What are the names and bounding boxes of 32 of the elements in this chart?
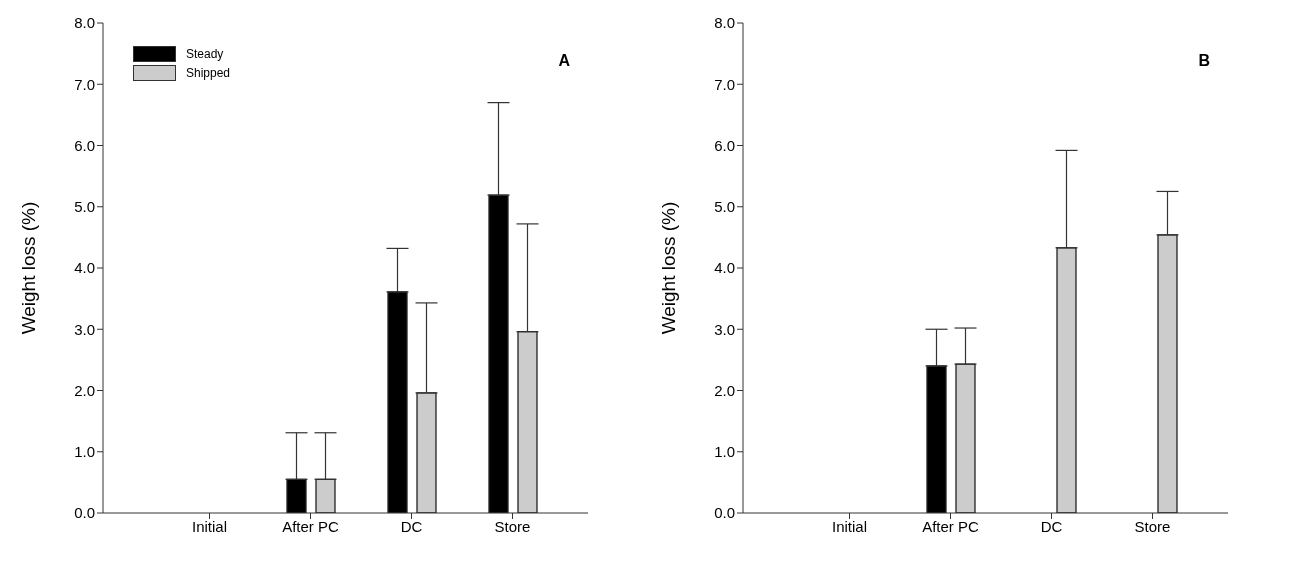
annotation: B [1198, 52, 1210, 70]
y-tick-label: 0.0 [74, 504, 95, 522]
x-tick-label: Initial [191, 517, 228, 535]
x-tick-label: After PC [922, 517, 980, 535]
y-axis-title: Weight loss (%) [17, 201, 39, 335]
y-tick-label: 6.0 [714, 136, 735, 154]
x-tick-label: DC [1040, 517, 1063, 535]
y-tick-label: 4.0 [714, 259, 735, 277]
x-tick-label: Store [494, 517, 531, 535]
y-tick-label: 1.0 [74, 443, 95, 461]
x-tick-label: Initial [831, 517, 868, 535]
y-tick-label: 0.0 [714, 504, 735, 522]
y-tick-label: 3.0 [74, 320, 95, 338]
y-tick-label: 8.0 [714, 14, 735, 32]
y-tick-label: 2.0 [714, 381, 735, 399]
y-tick-label: 2.0 [74, 381, 95, 399]
y-tick-label: 3.0 [714, 320, 735, 338]
legend-label: Shipped [186, 66, 231, 80]
y-tick-label: 7.0 [714, 75, 735, 93]
y-tick-label: 5.0 [714, 198, 735, 216]
annotation: A [558, 52, 570, 70]
y-axis-title: Weight loss (%) [657, 201, 679, 335]
y-tick-label: 7.0 [74, 75, 95, 93]
x-tick-label: DC [400, 517, 423, 535]
legend-label: Steady [186, 47, 224, 61]
y-tick-label: 8.0 [74, 14, 95, 32]
y-tick-label: 6.0 [74, 136, 95, 154]
x-tick-label: Store [1134, 517, 1171, 535]
y-tick-label: 5.0 [74, 198, 95, 216]
y-tick-label: 1.0 [714, 443, 735, 461]
y-tick-label: 4.0 [74, 259, 95, 277]
x-tick-label: After PC [282, 517, 340, 535]
